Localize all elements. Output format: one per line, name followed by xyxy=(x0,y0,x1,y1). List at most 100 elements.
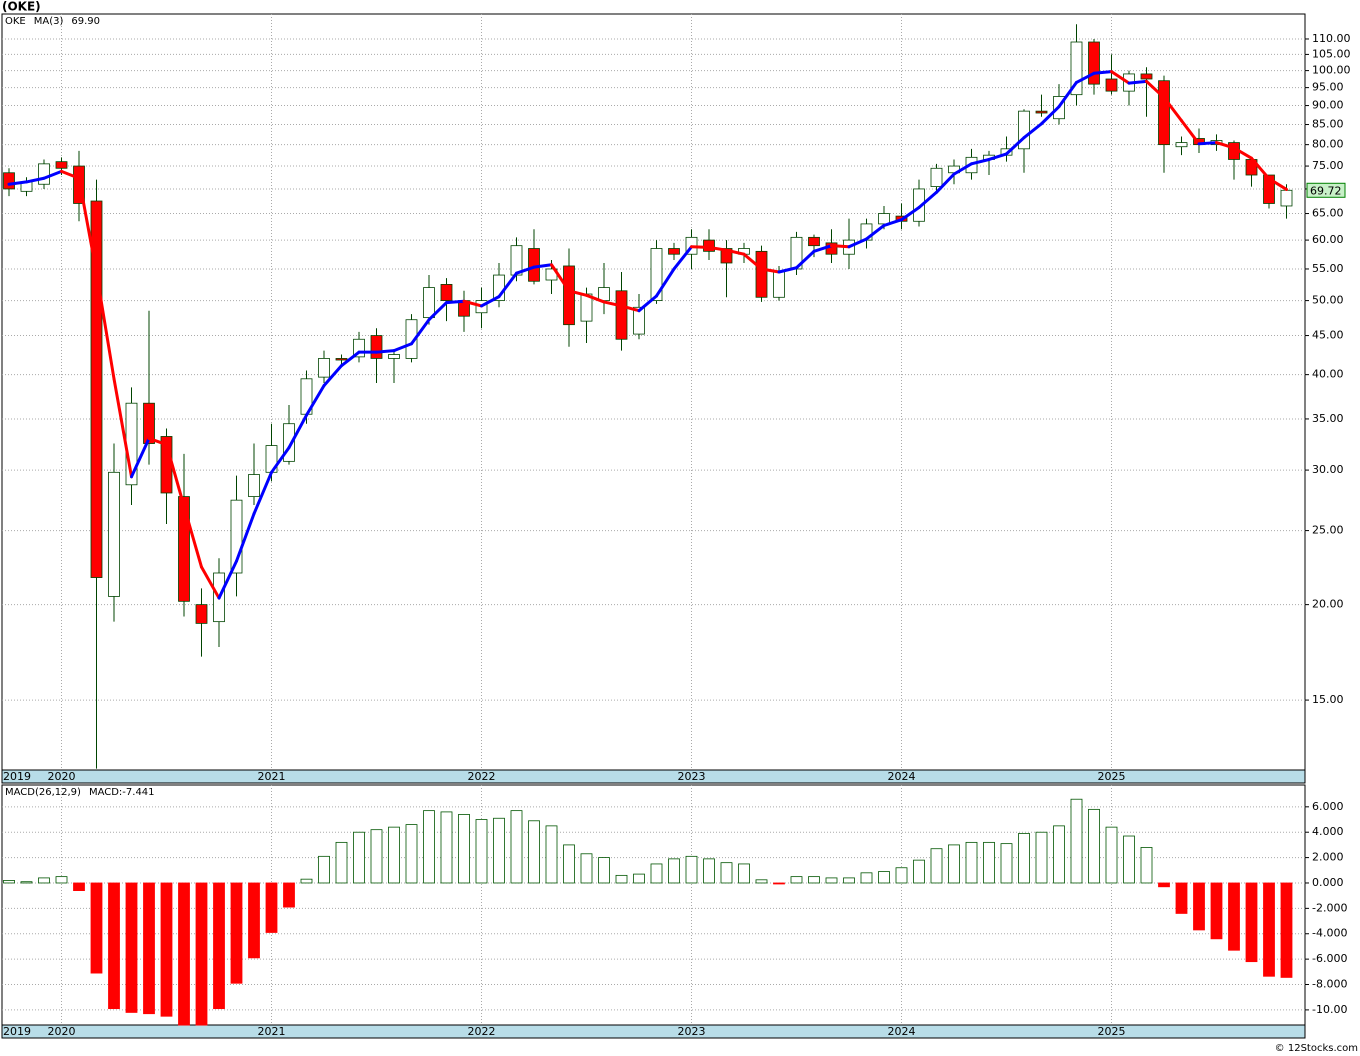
macd-bar xyxy=(1228,882,1240,951)
candle-body xyxy=(1140,73,1153,80)
macd-bar xyxy=(1175,882,1188,914)
candle-body xyxy=(1105,78,1118,92)
macd-bar xyxy=(1088,808,1100,884)
macd-bar xyxy=(860,872,873,884)
macd-bar xyxy=(528,820,540,884)
macd-bar xyxy=(1018,833,1030,884)
ma-segment xyxy=(1162,96,1183,123)
ma-segment xyxy=(1197,141,1218,146)
y-tick-label: 2.000 xyxy=(1312,851,1344,864)
y-tick-label: 55.00 xyxy=(1312,262,1344,275)
ma-segment xyxy=(42,169,63,180)
ma-segment xyxy=(655,267,676,298)
macd-bar xyxy=(20,881,33,884)
macd-bar xyxy=(353,831,365,884)
y-tick-label: 4.000 xyxy=(1312,825,1344,838)
macd-bar xyxy=(948,844,960,884)
macd-bar xyxy=(983,841,995,884)
y-tick-label: 95.00 xyxy=(1312,81,1344,94)
y-tick-label: -6.000 xyxy=(1312,952,1347,965)
macd-bar xyxy=(1210,882,1223,940)
macd-bar xyxy=(738,863,750,884)
candle-body xyxy=(528,248,540,282)
macd-bar xyxy=(318,855,330,884)
candle-body xyxy=(633,306,645,335)
ma-segment xyxy=(1005,136,1026,156)
y-tick-label: 80.00 xyxy=(1312,138,1344,151)
macd-bar xyxy=(1280,882,1293,978)
y-tick-label: 35.00 xyxy=(1312,412,1344,425)
ma-segment xyxy=(567,289,588,297)
macd-bar xyxy=(265,882,278,933)
legend-label: MACD(26,12,9) xyxy=(5,787,81,798)
ma-segment xyxy=(602,300,623,308)
legend-label: 69.90 xyxy=(71,16,100,27)
y-tick-label: -2.000 xyxy=(1312,901,1347,914)
y-tick-label: 105.00 xyxy=(1312,47,1351,60)
macd-bar xyxy=(1193,882,1205,931)
macd-bar xyxy=(703,858,715,884)
ma-segment xyxy=(672,245,693,271)
macd-bar xyxy=(38,877,50,884)
ma-segment xyxy=(427,301,448,322)
ma-segment xyxy=(375,349,396,354)
x-tick-label: 2025 xyxy=(1098,1025,1126,1038)
candle-body xyxy=(283,423,295,462)
last-price-box xyxy=(1306,182,1346,198)
macd-bar xyxy=(178,882,190,1026)
macd-bar xyxy=(895,867,908,884)
macd-bar xyxy=(300,878,313,884)
macd-bar xyxy=(1000,843,1013,884)
candle-body xyxy=(808,236,820,247)
candle-body xyxy=(1280,189,1293,207)
macd-bar xyxy=(440,811,453,884)
ma-segment xyxy=(1092,70,1113,75)
macd-bar xyxy=(720,862,733,884)
ma-segment xyxy=(147,436,168,447)
x-tick-label: 2023 xyxy=(678,770,706,783)
date-band xyxy=(1,769,1306,784)
macd-bar xyxy=(930,848,943,884)
ma-segment xyxy=(987,152,1008,161)
ma-segment xyxy=(935,172,956,194)
x-tick-label: 2023 xyxy=(678,1025,706,1038)
macd-bar xyxy=(475,819,488,884)
ma-segment xyxy=(445,299,466,305)
candle-body xyxy=(370,335,383,359)
macd-bar xyxy=(1123,835,1135,884)
ma-segment xyxy=(1180,119,1201,146)
x-tick-label: 2020 xyxy=(48,1025,76,1038)
candle-body xyxy=(913,188,925,222)
macd-bar xyxy=(668,858,680,884)
macd-bar xyxy=(580,853,593,884)
macd-bar xyxy=(458,814,470,884)
ma-segment xyxy=(200,565,221,600)
ma-segment xyxy=(497,271,518,299)
y-tick-label: 60.00 xyxy=(1312,233,1344,246)
candle-body xyxy=(598,287,610,301)
ma-segment xyxy=(287,413,308,450)
ma-segment xyxy=(550,263,571,293)
ma-segment xyxy=(637,294,658,313)
macd-bar xyxy=(90,882,103,974)
ma-segment xyxy=(1232,146,1253,160)
macd-bar xyxy=(510,810,523,884)
x-tick-label: 2020 xyxy=(48,770,76,783)
macd-bar xyxy=(808,876,820,884)
macd-bar xyxy=(1035,831,1048,884)
y-tick-label: 45.00 xyxy=(1312,329,1344,342)
macd-bar xyxy=(283,882,295,908)
chart-title: (OKE) xyxy=(2,0,41,14)
macd-bar xyxy=(1140,847,1153,884)
macd-bar xyxy=(108,882,120,1010)
y-tick-label: -4.000 xyxy=(1312,927,1347,940)
macd-bar xyxy=(3,880,15,884)
ma-segment xyxy=(1145,79,1166,100)
candle-body xyxy=(108,471,120,597)
x-tick-label: 2025 xyxy=(1098,770,1126,783)
candle-body xyxy=(195,604,208,624)
candle-body xyxy=(353,338,365,358)
macd-bar xyxy=(1158,882,1170,888)
x-tick-label: 2019 xyxy=(3,1025,31,1038)
ma-segment xyxy=(252,470,273,516)
